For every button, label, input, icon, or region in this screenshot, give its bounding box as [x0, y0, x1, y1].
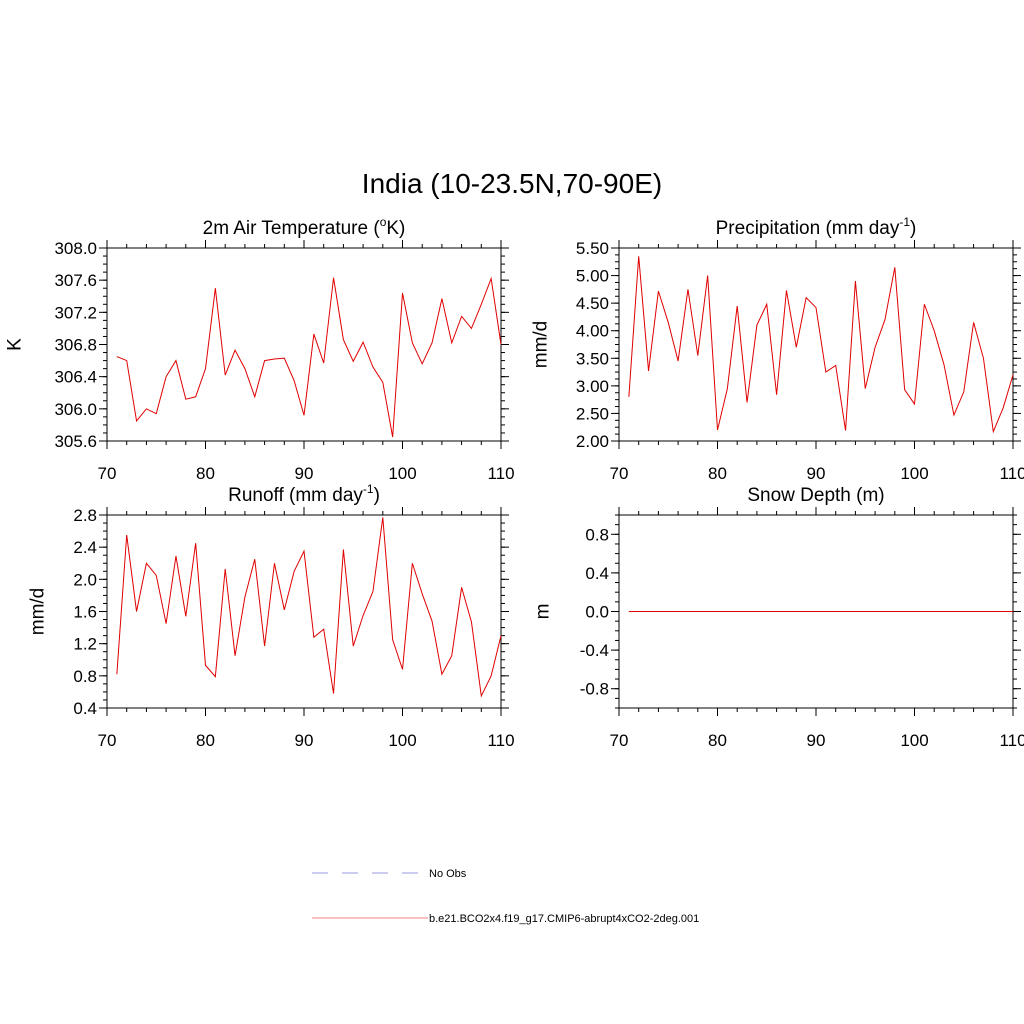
- figure-title: India (10-23.5N,70-90E): [362, 168, 662, 199]
- y-axis-label: mm/d: [28, 588, 49, 636]
- x-tick-label: 100: [900, 731, 928, 750]
- panel-title: Precipitation (mm day-1): [716, 215, 917, 239]
- y-tick-label: 3.00: [576, 377, 609, 396]
- panel-title: Snow Depth (m): [747, 485, 884, 506]
- chart-panels: 305.6 306.0 306.4 306.8 307.2 307.6 308.0 70 80 9…: [5, 215, 1024, 750]
- x-tick-label: 80: [196, 731, 215, 750]
- x-tick-label: 70: [610, 464, 629, 483]
- y-tick-label: 2.00: [576, 432, 609, 451]
- y-tick-label: 306.4: [54, 368, 97, 387]
- legend: No Obs b.e21.BCO2x4.f19_g17.CMIP6-abrupt…: [312, 868, 699, 925]
- plot-frame: [106, 514, 502, 709]
- series-line: [116, 517, 502, 698]
- series-line: [628, 256, 1014, 434]
- y-tick-label: 308.0: [54, 239, 97, 258]
- x-tick-label: 70: [98, 464, 117, 483]
- panel-runoff: 0.4 0.8 1.2 1.6 2.0 2.4 2.8 70 80 90 100 110 mm/d Run…: [28, 482, 515, 750]
- x-tick-label: 110: [999, 464, 1024, 483]
- panel-temp: 305.6 306.0 306.4 306.8 307.2 307.6 308.0 70 80 9…: [5, 215, 515, 483]
- y-tick-label: 306.8: [54, 336, 97, 355]
- y-tick-label: 2.0: [73, 570, 97, 589]
- x-tick-label: 100: [388, 731, 416, 750]
- x-tick-label: 110: [999, 731, 1024, 750]
- x-tick-label: 80: [708, 464, 727, 483]
- y-tick-label: 4.50: [576, 294, 609, 313]
- x-tick-label: 70: [98, 731, 117, 750]
- x-tick-label: 80: [708, 731, 727, 750]
- x-tick-label: 100: [900, 464, 928, 483]
- x-tick-label: 100: [388, 464, 416, 483]
- x-tick-label: 110: [487, 464, 514, 483]
- y-tick-label: 4.00: [576, 322, 609, 341]
- panel-precip: 2.00 2.50 3.00 3.50 4.00 4.50 5.00 5.50 70 80 90 10…: [531, 215, 1024, 483]
- y-tick-label: 305.6: [54, 432, 97, 451]
- x-tick-label: 90: [807, 464, 826, 483]
- y-tick-label: 0.8: [73, 667, 97, 686]
- y-tick-label: 1.6: [73, 603, 97, 622]
- y-tick-label: 0.0: [585, 603, 609, 622]
- y-tick-label: 2.50: [576, 404, 609, 423]
- x-tick-label: 70: [610, 731, 629, 750]
- y-tick-label: -0.4: [580, 641, 609, 660]
- y-tick-label: 2.4: [73, 538, 97, 557]
- y-tick-label: 1.2: [73, 635, 97, 654]
- y-tick-label: 2.8: [73, 506, 97, 525]
- y-tick-label: 307.6: [54, 271, 97, 290]
- y-tick-label: 5.00: [576, 267, 609, 286]
- minor-ticks: [615, 244, 1017, 445]
- y-tick-label: -0.8: [580, 680, 609, 699]
- legend-obs-label: No Obs: [429, 868, 467, 880]
- y-tick-label: 3.50: [576, 349, 609, 368]
- panel-title: Runoff (mm day-1): [228, 482, 380, 506]
- panel-title: 2m Air Temperature (oK): [203, 215, 406, 239]
- y-tick-label: 306.0: [54, 400, 97, 419]
- x-tick-label: 110: [487, 731, 514, 750]
- y-tick-label: 307.2: [54, 303, 97, 322]
- series-line: [116, 276, 502, 438]
- y-axis-label: mm/d: [531, 321, 552, 369]
- y-axis-label: m: [533, 604, 554, 620]
- x-tick-label: 90: [295, 464, 314, 483]
- plot-frame: [618, 247, 1014, 442]
- y-tick-label: 5.50: [576, 239, 609, 258]
- x-tick-label: 90: [807, 731, 826, 750]
- legend-model-label: b.e21.BCO2x4.f19_g17.CMIP6-abrupt4xCO2-2…: [429, 913, 699, 925]
- y-tick-label: 0.4: [585, 564, 609, 583]
- panel-snow: -0.8 -0.4 0.0 0.4 0.8 70 80 90 100 110 m Snow Depth…: [533, 485, 1024, 750]
- x-tick-label: 80: [196, 464, 215, 483]
- y-tick-label: 0.4: [73, 699, 97, 718]
- y-tick-label: 0.8: [585, 525, 609, 544]
- y-axis-label: K: [5, 338, 26, 351]
- x-tick-label: 90: [295, 731, 314, 750]
